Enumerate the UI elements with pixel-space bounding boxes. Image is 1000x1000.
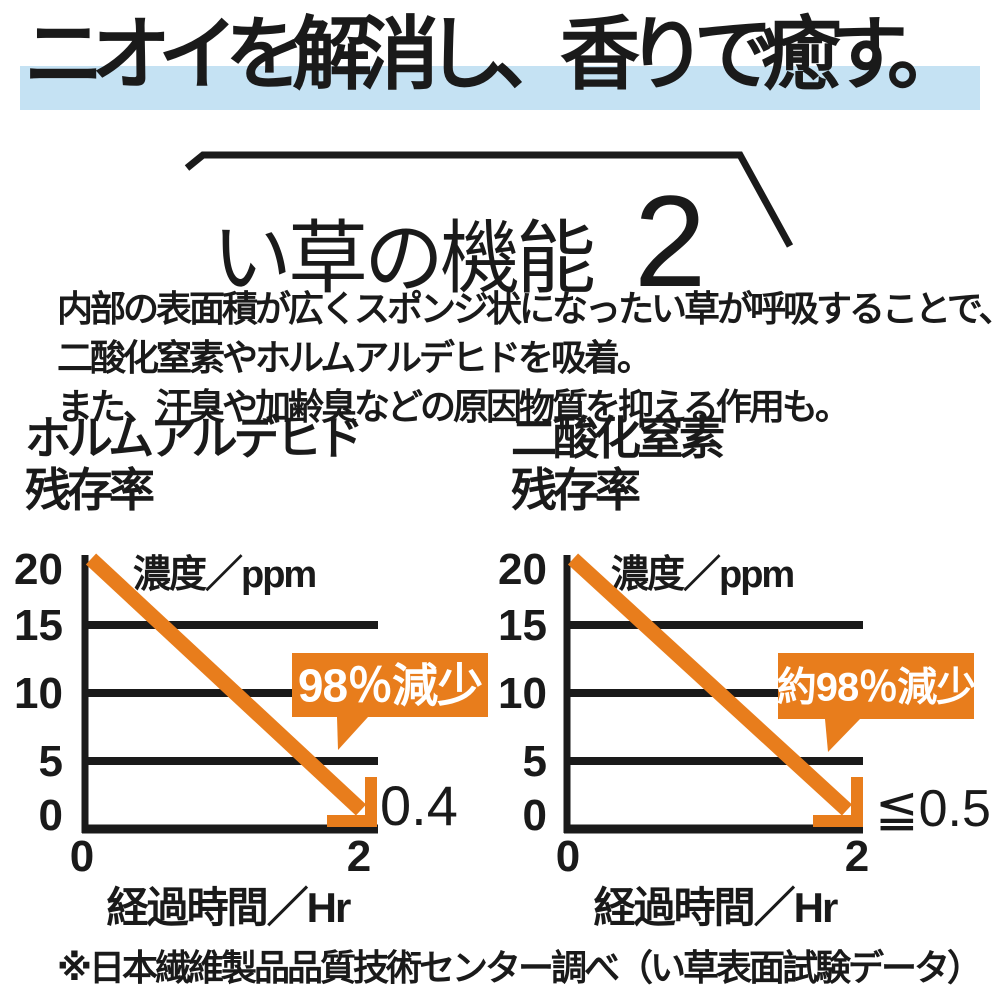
section-heading: い草の機能 2 — [212, 166, 706, 316]
y-tick-label: 0 — [39, 791, 63, 840]
x-tick-label: 2 — [845, 832, 869, 881]
decline-arrow-head — [327, 777, 377, 827]
y-tick-label: 0 — [523, 791, 547, 840]
reduction-callout-text: 98％減少 — [298, 660, 482, 712]
y-tick-label: 5 — [39, 737, 63, 786]
y-axis-unit-label: 濃度／ppm — [611, 554, 793, 596]
reduction-callout-text: 約98％減少 — [777, 665, 976, 709]
end-value-label: ≦0.5 — [875, 780, 991, 838]
section-title-rule-line — [184, 151, 794, 248]
y-tick-label: 15 — [14, 601, 63, 650]
description-line: また、汗臭や加齢臭などの原因物質を抑える作用も。 — [57, 386, 851, 427]
reduction-callout-bubble — [778, 653, 974, 719]
end-value-label: 0.4 — [380, 774, 458, 837]
y-tick-label: 20 — [14, 545, 63, 594]
headline: ニオイを解消し、香りで癒す。 — [24, 10, 967, 99]
y-tick-label: 5 — [523, 737, 547, 786]
reduction-callout-bubble — [292, 653, 488, 717]
y-tick-label: 15 — [498, 601, 547, 650]
chart-title-line: 残存率 — [25, 464, 155, 516]
chart-title-line: ホルムアルデヒド — [25, 412, 364, 464]
chart-title-nitrogen-dioxide: 二酸化窒素 残存率 — [511, 412, 725, 516]
section-title-rule — [184, 151, 794, 248]
decline-arrow-head — [813, 777, 863, 827]
description-line: 内部の表面積が広くスポンジ状になったい草が呼吸することで、 — [57, 288, 1000, 329]
reduction-callout-tail — [337, 717, 368, 750]
x-axis-label: 経過時間／Hr — [594, 884, 838, 931]
y-axis-unit-label: 濃度／ppm — [133, 554, 315, 596]
y-tick-label: 10 — [498, 669, 547, 718]
headline-highlight-band — [20, 66, 980, 110]
chart-title-line: 二酸化窒素 — [511, 412, 725, 464]
description: 内部の表面積が広くスポンジ状になったい草が呼吸することで、 二酸化窒素やホルムア… — [57, 284, 1000, 431]
chart-title-formaldehyde: ホルムアルデヒド 残存率 — [25, 412, 364, 516]
description-line: 二酸化窒素やホルムアルデヒドを吸着。 — [57, 337, 653, 378]
y-tick-label: 10 — [14, 669, 63, 718]
x-tick-label: 0 — [556, 832, 580, 881]
section-title: い草の機能 — [212, 214, 596, 303]
x-tick-label: 2 — [347, 832, 371, 881]
decline-arrow-shaft — [85, 553, 367, 816]
x-tick-label: 0 — [70, 832, 94, 881]
x-axis-label: 経過時間／Hr — [107, 884, 351, 931]
decline-arrow-shaft — [567, 553, 853, 816]
footnote: ※日本繊維製品品質技術センター調べ（い草表面試験データ） — [57, 947, 983, 988]
chart-title-line: 残存率 — [511, 464, 641, 516]
section-number: 2 — [634, 168, 707, 314]
y-tick-label: 20 — [498, 545, 547, 594]
reduction-callout-tail — [825, 719, 860, 752]
